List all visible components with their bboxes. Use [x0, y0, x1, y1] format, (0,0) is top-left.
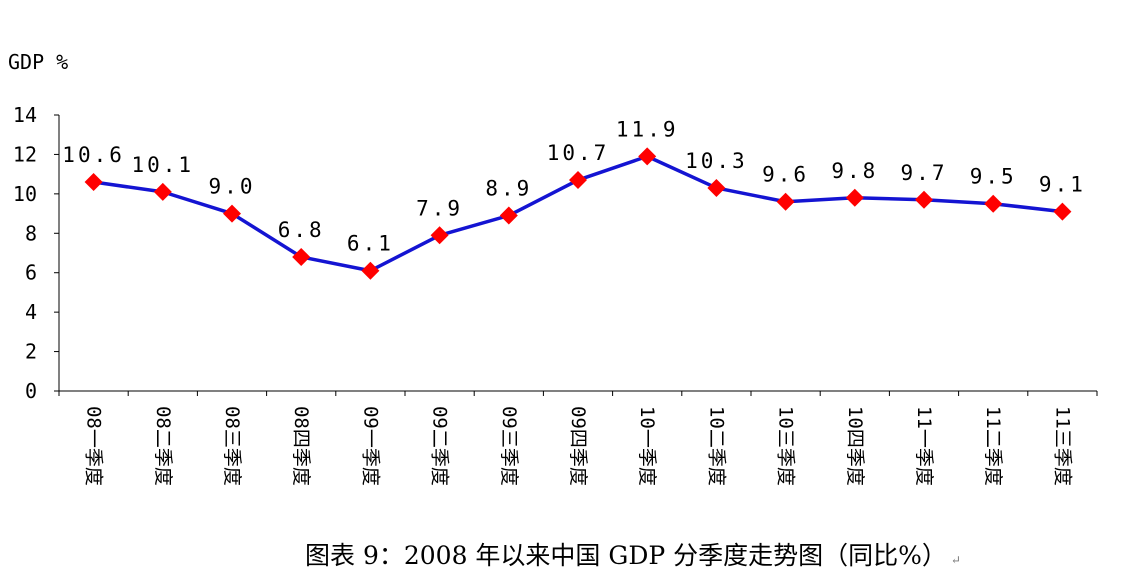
- data-point-marker: [707, 178, 726, 197]
- y-tick-label: 12: [13, 142, 37, 166]
- data-point-marker: [638, 147, 657, 166]
- data-point-marker: [361, 261, 380, 280]
- x-tick-label: 10一季度: [636, 406, 658, 486]
- data-label: 9.0: [209, 175, 256, 199]
- y-axis-unit-label: GDP %: [8, 50, 69, 74]
- x-tick-label: 09四季度: [567, 406, 589, 486]
- x-tick-label: 09二季度: [429, 406, 451, 486]
- data-label: 10.3: [685, 149, 748, 173]
- data-label: 9.7: [901, 161, 948, 185]
- x-tick-label: 10二季度: [705, 406, 727, 486]
- y-tick-label: 14: [13, 103, 37, 127]
- data-label: 9.6: [762, 163, 809, 187]
- data-label: 9.8: [831, 159, 878, 183]
- x-tick-label: 10三季度: [775, 406, 797, 486]
- data-label: 10.6: [62, 143, 125, 167]
- y-tick-label: 0: [25, 379, 37, 403]
- y-tick-label: 4: [25, 300, 37, 324]
- y-tick-label: 2: [25, 340, 37, 364]
- caption-return-mark: ↵: [950, 553, 961, 567]
- data-point-marker: [292, 247, 311, 266]
- data-point-marker: [223, 204, 241, 223]
- data-point-marker: [776, 192, 795, 211]
- data-label: 9.5: [970, 165, 1017, 189]
- data-point-marker: [569, 171, 587, 190]
- y-tick-label: 10: [13, 182, 37, 206]
- x-axis-ticks: 08一季度 08二季度 08三季度 08四季度 09一季度 09二季度 09三季度 09四季度…: [58, 391, 1098, 486]
- figure-caption: 图表 9：2008 年以来中国 GDP 分季度走势图（同比%） ↵: [305, 536, 961, 572]
- x-tick-label: 08一季度: [83, 406, 105, 486]
- x-tick-label: 08二季度: [152, 406, 174, 486]
- x-tick-label: 10四季度: [844, 406, 866, 486]
- data-label: 6.1: [347, 232, 394, 256]
- x-tick-label: 08四季度: [290, 406, 312, 486]
- y-axis-ticks: 0 2 4 6 8 10 12 14: [13, 103, 59, 403]
- x-tick-label: 09一季度: [359, 406, 381, 486]
- data-label: 10.7: [547, 141, 610, 165]
- x-tick-label: 08三季度: [221, 406, 243, 486]
- chart-axes: [58, 115, 1097, 392]
- x-tick-label: 09三季度: [498, 406, 520, 486]
- data-point-marker: [1053, 202, 1072, 221]
- y-tick-label: 8: [25, 221, 37, 245]
- data-label: 10.1: [132, 153, 195, 177]
- data-point-marker: [915, 190, 933, 209]
- data-label: 11.9: [616, 117, 679, 141]
- x-tick-label: 11二季度: [982, 406, 1004, 486]
- gdp-markers: [84, 147, 1072, 280]
- data-point-marker: [984, 194, 1003, 213]
- data-point-marker: [153, 182, 172, 201]
- data-label: 9.1: [1039, 173, 1086, 197]
- data-label: 8.9: [485, 177, 532, 201]
- data-point-marker: [499, 206, 518, 225]
- x-tick-label: 11三季度: [1051, 406, 1073, 486]
- data-point-marker: [430, 226, 449, 245]
- x-tick-label: 11一季度: [913, 406, 935, 486]
- caption-text: 图表 9：2008 年以来中国 GDP 分季度走势图（同比%）: [305, 541, 947, 570]
- data-label: 6.8: [278, 218, 325, 242]
- y-tick-label: 6: [25, 261, 37, 285]
- data-point-marker: [84, 173, 103, 192]
- data-label: 7.9: [416, 196, 463, 220]
- gdp-data-labels: 10.6 10.1 9.0 6.8 6.1 7.9 8.9 10.711.910.3 9.6 9.…: [62, 117, 1086, 256]
- data-point-marker: [845, 188, 864, 207]
